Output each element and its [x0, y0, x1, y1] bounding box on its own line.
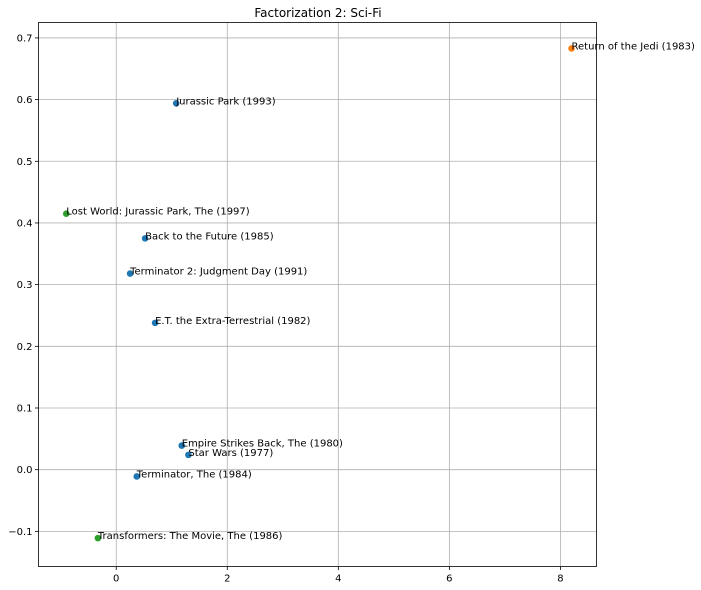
scatter-point — [126, 270, 134, 277]
scatter-point — [151, 319, 159, 327]
y-tick-label: 0.6 — [17, 95, 33, 106]
x-tick-label: 2 — [224, 574, 230, 585]
x-tick-label: 4 — [335, 574, 341, 585]
scatter-point — [94, 534, 102, 542]
grid-lines — [38, 22, 597, 567]
point-label: Back to the Future (1985) — [145, 231, 274, 242]
scatter-point — [133, 473, 141, 480]
y-tick-label: 0.5 — [17, 157, 33, 168]
data-points — [62, 45, 575, 542]
point-label: Return of the Jedi (1983) — [572, 41, 696, 52]
chart-title: Factorization 2: Sci-Fi — [254, 6, 381, 20]
y-tick-label: 0.1 — [17, 403, 33, 414]
point-labels: Return of the Jedi (1983) Jurassic Park (… — [66, 41, 695, 542]
x-tick-label: 6 — [446, 574, 452, 585]
scatter-point — [568, 45, 575, 52]
point-label: Empire Strikes Back, The (1980) — [182, 439, 343, 450]
point-label: Lost World: Jurassic Park, The (1997) — [66, 207, 250, 218]
scatter-point — [178, 442, 186, 449]
point-label: Star Wars (1977) — [188, 448, 273, 459]
x-tick-label: 0 — [113, 574, 119, 585]
x-tick-label: 8 — [557, 574, 563, 585]
y-tick-label: 0.3 — [17, 280, 33, 291]
y-tick-label: 0.4 — [17, 218, 33, 229]
point-label: E.T. the Extra-Terrestrial (1982) — [155, 316, 310, 327]
plot-frame — [38, 22, 597, 567]
axes: 0 2 4 6 8 −0.1 0.0 0.1 0.2 0.3 0.4 0.5 0.6 0.7 — [8, 33, 563, 584]
point-label: Jurassic Park (1993) — [175, 96, 276, 107]
scatter-point — [141, 235, 149, 242]
scatter-point — [62, 210, 70, 218]
point-label: Terminator, The (1984) — [136, 469, 252, 480]
point-label: Transformers: The Movie, The (1986) — [97, 531, 283, 542]
y-tick-label: 0.0 — [17, 465, 33, 476]
scatter-point — [185, 451, 192, 459]
point-label: Terminator 2: Judgment Day (1991) — [129, 267, 307, 278]
y-tick-label: 0.7 — [17, 33, 33, 44]
scatter-point — [172, 99, 180, 107]
y-tick-label: 0.2 — [17, 342, 33, 353]
y-tick-label: −0.1 — [8, 527, 32, 538]
